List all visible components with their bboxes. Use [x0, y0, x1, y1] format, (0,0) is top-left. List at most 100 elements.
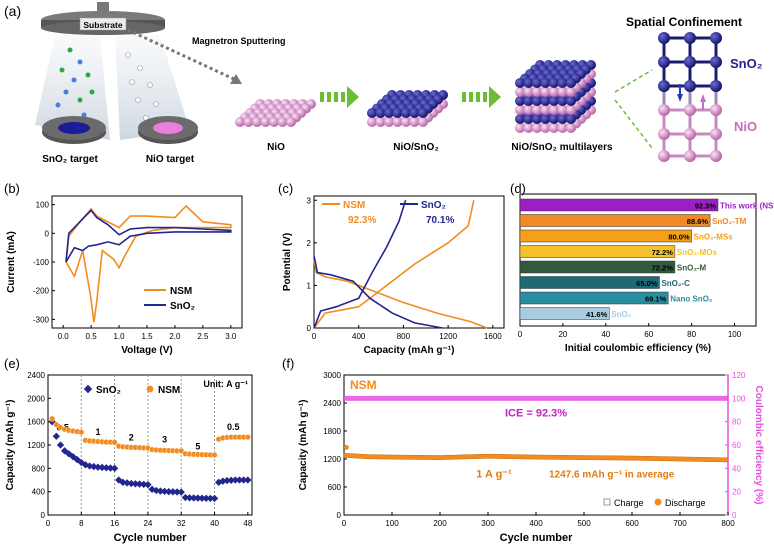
nsm-point: [211, 452, 218, 459]
nio-atom: [540, 123, 551, 133]
y2-axis-label: Coulombic efficiency (%): [753, 386, 764, 505]
nsm-point: [178, 447, 185, 454]
bar-category-label: SnO₂: [611, 310, 631, 319]
legend-label: SnO₂: [170, 301, 195, 312]
nio-atom: [549, 87, 559, 97]
bar-value-label: 69.1%: [645, 295, 667, 304]
x-tick-label: 200: [433, 519, 447, 528]
sno2-atom: [418, 108, 428, 118]
panel-f-label: (f): [282, 356, 295, 371]
sno2-atom: [566, 78, 576, 88]
sno2-point: [106, 464, 115, 472]
y-tick-label: 100: [36, 201, 50, 210]
sno2-atom: [532, 114, 542, 124]
ice-bar: [519, 198, 719, 212]
sno2-atom: [710, 56, 722, 68]
nio-atom: [375, 117, 386, 127]
gcd-curve: [313, 200, 475, 329]
nio-atom: [557, 123, 568, 133]
nio-target: [138, 116, 198, 144]
cv-curve: [65, 204, 232, 323]
nio-target-label: NiO target: [146, 154, 195, 165]
x-axis-label: Cycle number: [500, 532, 573, 544]
green-arrow-1-icon: [320, 86, 359, 108]
panel-b-label: (b): [4, 181, 20, 196]
nio-atom: [523, 105, 534, 115]
nio-atom: [566, 87, 576, 97]
x-tick-label: 0: [518, 330, 523, 339]
ice-bar: [519, 245, 676, 258]
sno2-atom: [515, 96, 525, 106]
sno2-atom: [532, 96, 542, 106]
x-tick-label: 0.0: [58, 332, 70, 341]
ice-bar: [519, 291, 669, 305]
plume-left: [35, 35, 110, 140]
sno2-atom: [684, 80, 696, 92]
stack-nio: [235, 99, 316, 127]
bar-value-label: 88.6%: [687, 217, 709, 226]
nio-atom: [515, 123, 525, 133]
nio-atom: [367, 117, 377, 127]
x-tick-label: 400: [529, 519, 543, 528]
sno2-point: [185, 494, 194, 502]
x-tick-label: 2.5: [197, 332, 209, 341]
bar-value-label: 65.0%: [636, 279, 658, 288]
ice-annotation: 70.1%: [426, 215, 454, 226]
bar-value-label: 72.2%: [652, 248, 674, 257]
panel-c-label: (c): [278, 181, 294, 196]
ice-annotation: 92.3%: [348, 215, 376, 226]
y-tick-label: 2: [307, 239, 312, 248]
sno2-point: [190, 494, 198, 502]
nio-atom: [557, 87, 568, 97]
x-tick-label: 20: [558, 330, 567, 339]
legend-swatch: [83, 384, 93, 394]
sno2-atom: [523, 114, 534, 124]
green-arrow-2-icon: [462, 86, 501, 108]
nio-atom: [532, 105, 542, 115]
sno2-atom: [549, 114, 559, 124]
confinement-sno2-label: SnO₂: [730, 56, 763, 71]
nio-atom: [523, 123, 534, 133]
sputtered-particles: [55, 47, 159, 121]
sno2-atom: [515, 78, 525, 88]
sno2-point: [181, 493, 190, 502]
bar-category-label: SnO₂-C: [661, 279, 690, 288]
x-tick-label: 0: [342, 519, 347, 528]
nio-atom: [277, 117, 288, 127]
x-axis-label: Voltage (V): [121, 345, 172, 356]
y-axis-label: Current (mA): [6, 231, 17, 293]
efficiency-band: [344, 395, 728, 401]
average-label: 1247.6 mAh g⁻¹ in average: [549, 470, 675, 481]
confinement-lattice: [658, 32, 722, 162]
sno2-point: [194, 494, 202, 502]
sno2-atom: [658, 80, 670, 92]
sno2-point: [231, 476, 240, 484]
nio-atom: [235, 117, 245, 127]
ice-bar: [519, 307, 610, 320]
ice-bar: [519, 229, 692, 243]
y-axis-label: Potential (V): [282, 233, 293, 291]
nio-atom: [243, 117, 254, 127]
x-tick-label: 24: [143, 519, 152, 528]
stage3-label: NiO/SnO₂ multilayers: [511, 142, 613, 153]
sno2-point: [144, 480, 152, 489]
sno2-atom: [384, 108, 394, 118]
x-tick-label: 300: [481, 519, 495, 528]
sno2-atom: [549, 96, 559, 106]
nio-atom: [557, 105, 568, 115]
sno2-atom: [557, 78, 568, 88]
nio-atom: [710, 104, 722, 116]
y-tick-label: 2000: [27, 394, 45, 403]
y-tick-label: 1800: [323, 427, 341, 436]
bar-value-label: 41.6%: [586, 310, 608, 319]
y2-tick-label: 60: [732, 441, 741, 450]
x-tick-label: 500: [577, 519, 591, 528]
sno2-atom: [566, 114, 576, 124]
sno2-point: [202, 494, 210, 502]
sputter-arrow: [127, 28, 237, 82]
nsm-point: [111, 439, 118, 446]
plot-frame: [313, 195, 505, 329]
y-tick-label: 2400: [323, 399, 341, 408]
sno2-atom: [566, 96, 576, 106]
bar-category-label: SnO₂-MSs: [694, 233, 734, 242]
